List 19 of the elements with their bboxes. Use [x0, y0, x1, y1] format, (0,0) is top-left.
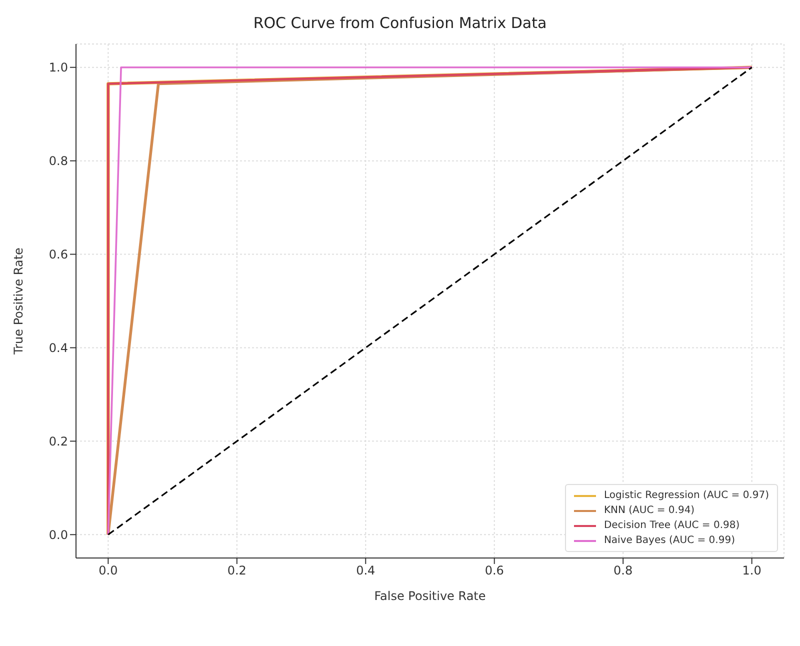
legend-label: Naive Bayes (AUC = 0.99)	[604, 535, 735, 546]
legend-label: Logistic Regression (AUC = 0.97)	[604, 490, 769, 501]
legend-label: Decision Tree (AUC = 0.98)	[604, 520, 740, 531]
y-tick-label: 0.8	[48, 154, 68, 168]
y-tick-label: 0.2	[48, 434, 68, 448]
y-tick-label: 0.6	[48, 248, 68, 262]
legend-label: KNN (AUC = 0.94)	[604, 505, 695, 516]
y-tick-label: 0.0	[48, 528, 68, 542]
y-tick-label: 1.0	[48, 60, 68, 75]
x-tick-label: 0.2	[227, 564, 246, 578]
x-tick-label: 0.8	[614, 564, 633, 578]
x-tick-label: 0.0	[98, 564, 118, 578]
x-tick-label: 0.4	[356, 564, 376, 578]
y-axis-title: True Positive Rate	[11, 248, 26, 356]
x-tick-label: 1.0	[742, 564, 762, 578]
x-axis-title: False Positive Rate	[374, 589, 486, 603]
y-tick-label: 0.4	[48, 340, 68, 355]
x-tick-label: 0.6	[484, 564, 504, 578]
chart-title: ROC Curve from Confusion Matrix Data	[252, 14, 548, 32]
